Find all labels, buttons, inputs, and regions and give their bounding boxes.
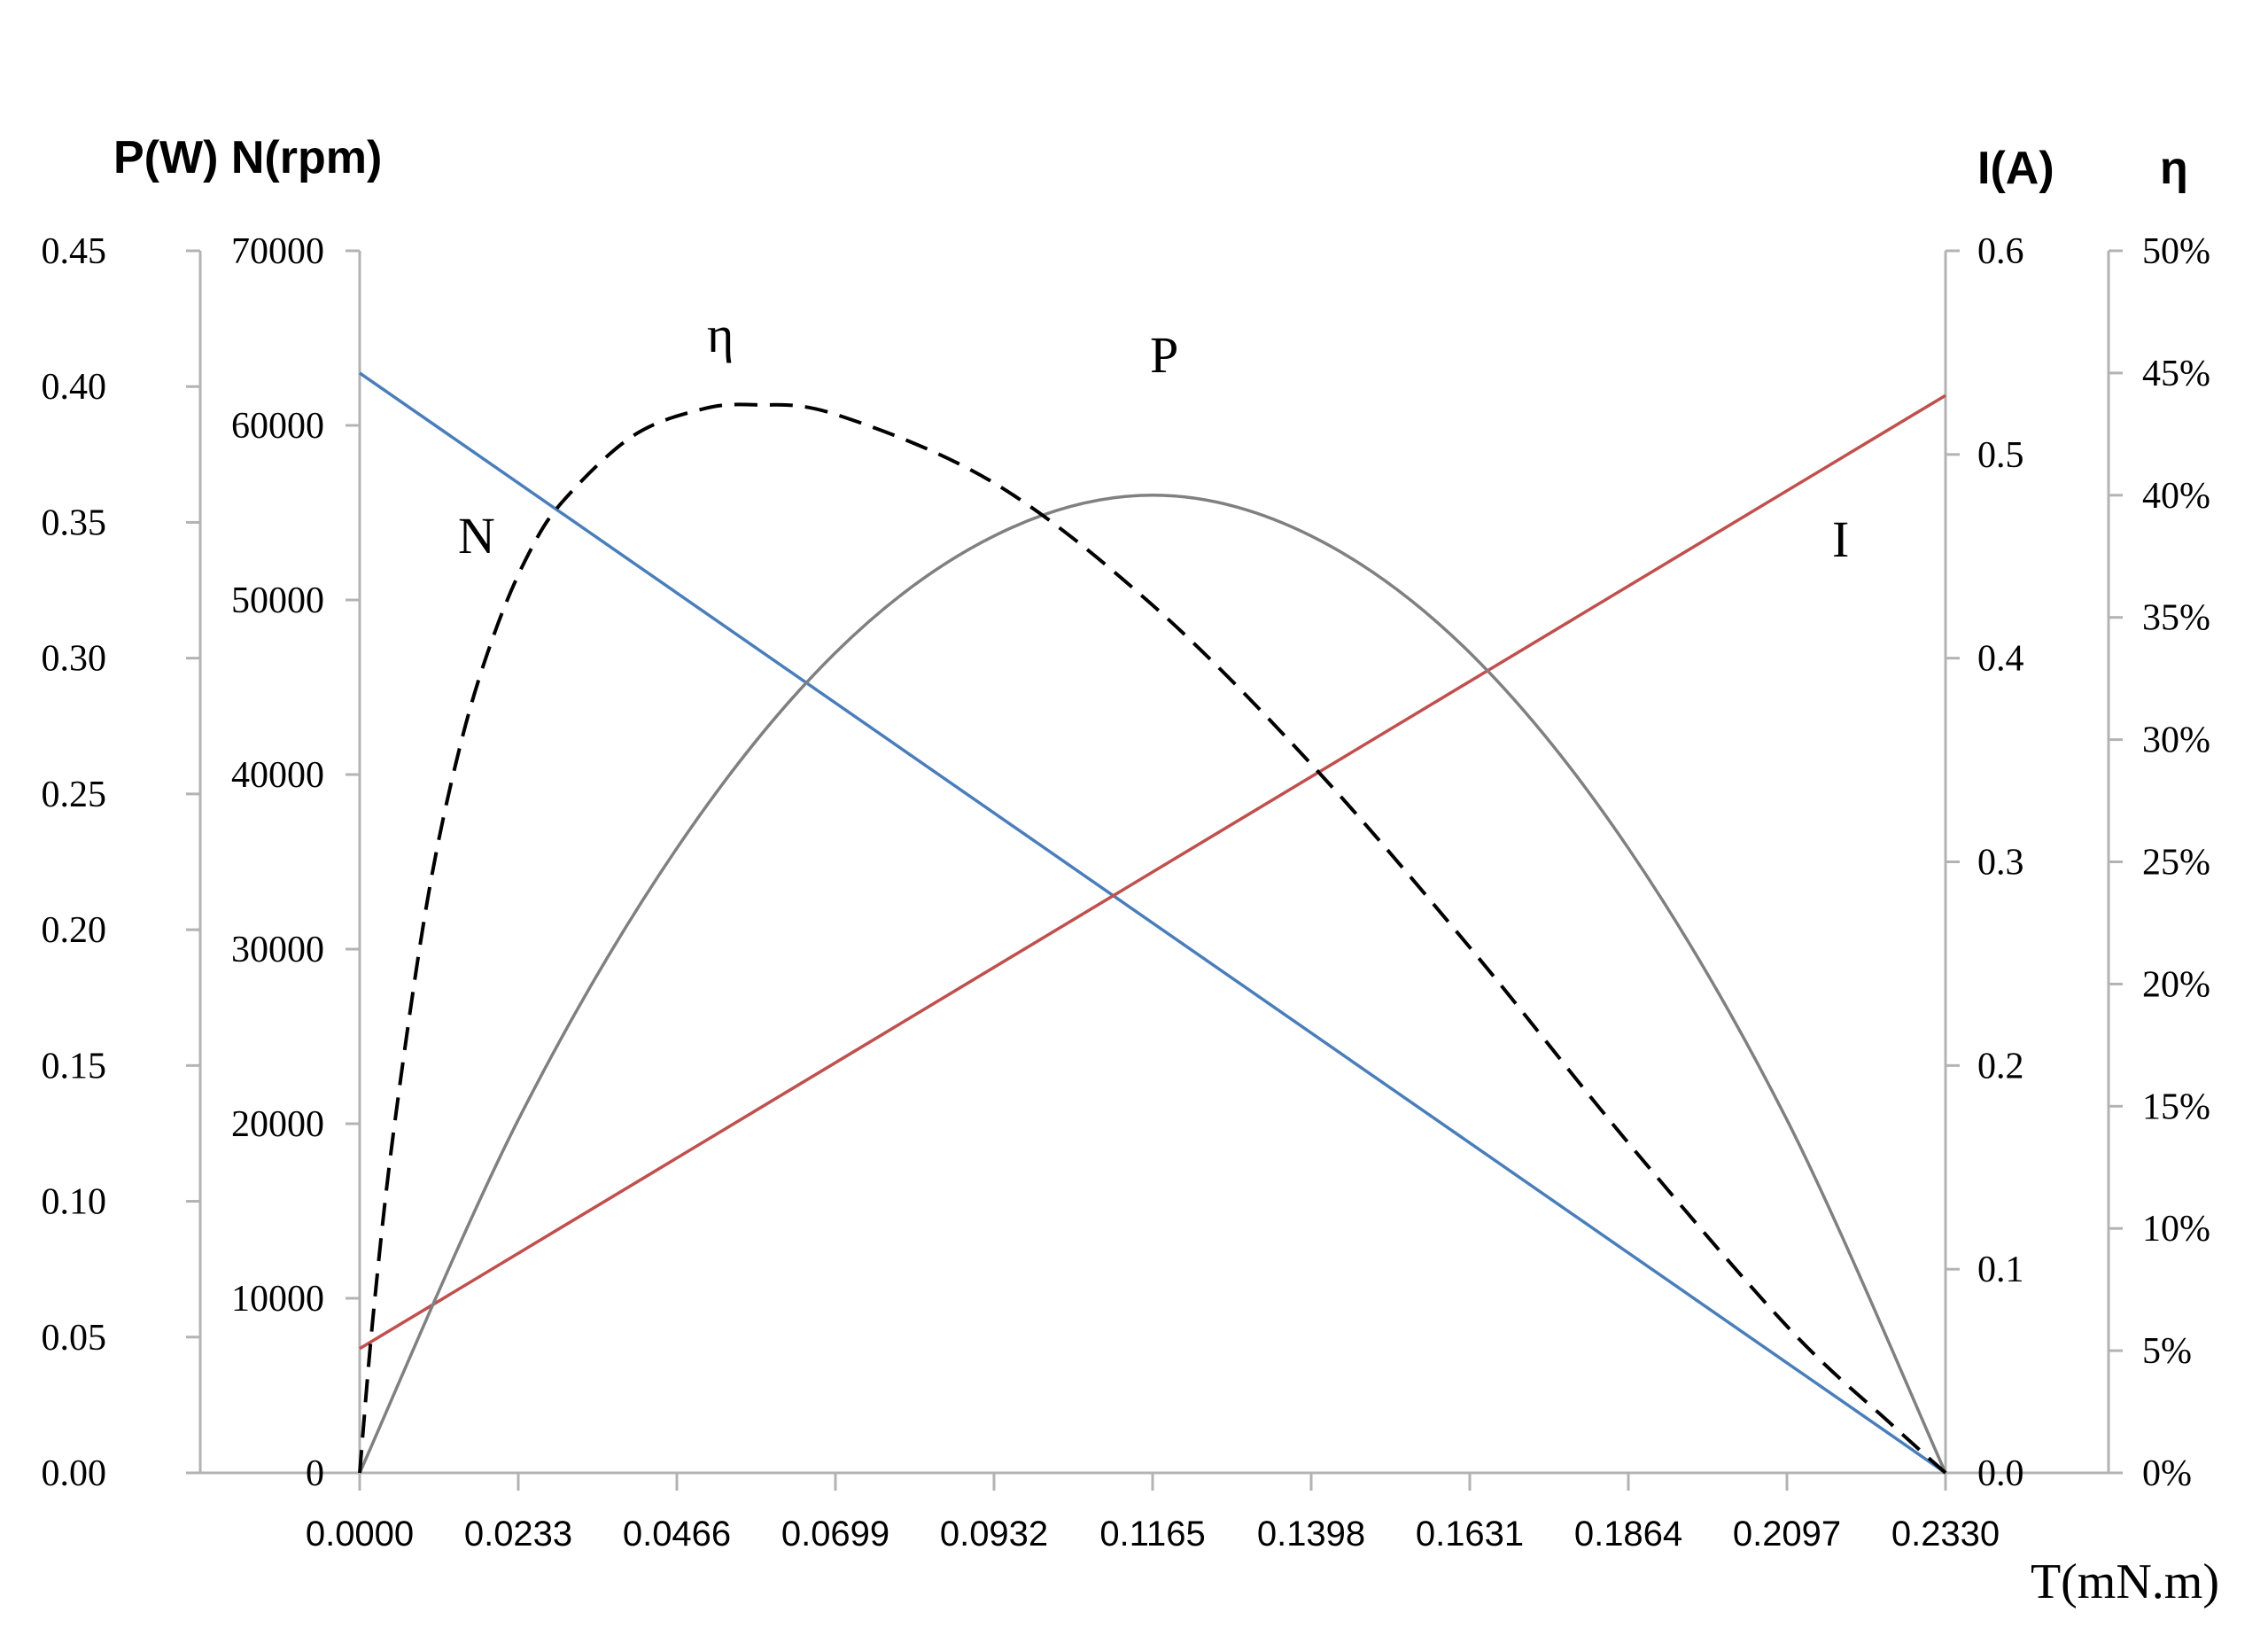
series-label-I: I — [1832, 510, 1849, 568]
x-tick-label: 0.1398 — [1257, 1515, 1365, 1554]
series-label-N: N — [458, 507, 495, 565]
x-tick-label: 0.1864 — [1574, 1515, 1682, 1554]
speed-tick-label: 50000 — [231, 580, 324, 621]
current-tick-label: 0.3 — [1977, 843, 2024, 884]
efficiency-tick-label: 35% — [2142, 598, 2210, 639]
speed-tick-label: 40000 — [231, 755, 324, 796]
x-tick-label: 0.1165 — [1099, 1515, 1205, 1554]
x-tick-label: 0.2330 — [1891, 1515, 2000, 1554]
current-tick-label: 0.2 — [1977, 1046, 2024, 1086]
efficiency-tick-label: 20% — [2142, 964, 2210, 1005]
x-tick-label: 0.1631 — [1416, 1515, 1524, 1554]
efficiency-tick-label: 0% — [2142, 1453, 2192, 1494]
current-tick-label: 0.6 — [1977, 231, 2024, 272]
efficiency-tick-label: 10% — [2142, 1209, 2210, 1250]
left-axis-title: P(W) N(rpm) — [113, 132, 382, 183]
current-tick-label: 0.0 — [1977, 1453, 2024, 1494]
series-line-P — [358, 494, 1947, 1474]
current-tick-label: 0.4 — [1977, 639, 2024, 680]
speed-tick-label: 30000 — [231, 930, 324, 970]
efficiency-tick-label: 5% — [2142, 1331, 2192, 1372]
speed-tick-label: 0 — [306, 1453, 324, 1494]
x-tick-label: 0.0466 — [623, 1515, 731, 1554]
series-line-eta — [358, 402, 1947, 1475]
efficiency-tick-label: 50% — [2142, 231, 2210, 272]
power-tick-label: 0.00 — [42, 1453, 107, 1494]
x-axis-label: T(mN.m) — [2031, 1554, 2219, 1609]
x-tick-label: 0.0699 — [781, 1515, 889, 1554]
current-tick-label: 0.5 — [1977, 435, 2024, 476]
efficiency-tick-label: 25% — [2142, 843, 2210, 884]
series-line-N — [359, 371, 1946, 1475]
efficiency-tick-label: 40% — [2142, 476, 2210, 517]
current-axis-title: I(A) — [1977, 143, 2054, 194]
series-line-I — [359, 393, 1946, 1351]
current-tick-label: 0.1 — [1977, 1250, 2024, 1290]
power-tick-label: 0.45 — [42, 231, 107, 272]
power-tick-label: 0.20 — [42, 910, 107, 951]
x-tick-label: 0.0233 — [464, 1515, 572, 1554]
series-label-eta: η — [707, 306, 734, 363]
efficiency-tick-label: 45% — [2142, 354, 2210, 394]
speed-tick-label: 60000 — [231, 406, 324, 447]
power-tick-label: 0.05 — [42, 1318, 107, 1359]
axes-layer: 0.0000 0.0233 0.0466 0.0699 0.0932 0.1165 0.13… — [42, 231, 2211, 1554]
efficiency-axis-title: η — [2160, 143, 2188, 194]
efficiency-tick-label: 30% — [2142, 720, 2210, 761]
x-tick-label: 0.2097 — [1733, 1515, 1841, 1554]
power-tick-label: 0.10 — [42, 1182, 107, 1223]
series-layer — [358, 371, 1947, 1475]
x-tick-label: 0.0932 — [940, 1515, 1048, 1554]
speed-tick-label: 20000 — [231, 1104, 324, 1145]
speed-tick-label: 10000 — [231, 1279, 324, 1320]
power-tick-label: 0.40 — [42, 367, 107, 408]
series-label-P: P — [1150, 326, 1178, 384]
power-tick-label: 0.35 — [42, 502, 107, 543]
power-tick-label: 0.15 — [42, 1046, 107, 1086]
x-tick-label: 0.0000 — [306, 1515, 414, 1554]
power-tick-label: 0.25 — [42, 775, 107, 815]
power-tick-label: 0.30 — [42, 639, 107, 680]
speed-tick-label: 70000 — [231, 231, 324, 272]
efficiency-tick-label: 15% — [2142, 1086, 2210, 1127]
